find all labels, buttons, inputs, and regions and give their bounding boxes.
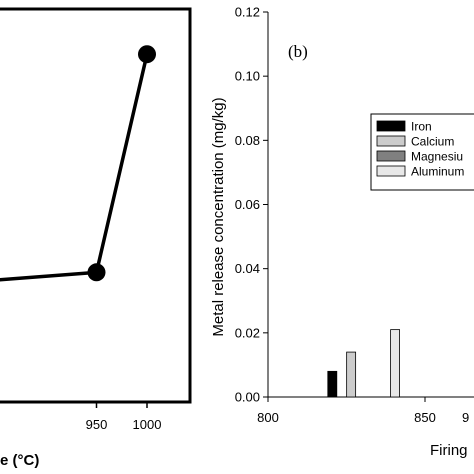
panel-a-frame [0, 7, 192, 404]
panel-b-y-axis-title: Metal release concentration (mg/kg) [210, 97, 227, 336]
panel-a-data-point [87, 263, 106, 282]
panel-a-x-tick-label: 950 [86, 417, 108, 432]
panel-b-x-ticks: 800 850 9 [257, 397, 469, 425]
panel-b-legend-swatch [376, 150, 406, 162]
panel-b-label: (b) [288, 42, 308, 61]
panel-b-legend-swatch [376, 120, 406, 132]
panel-b-x-tick-label: 850 [414, 410, 436, 425]
panel-a-x-axis-title: e (°C) [0, 452, 39, 469]
panel-b-y-tick-label: 0.10 [235, 69, 260, 84]
panel-b-bar-aluminum [390, 329, 401, 398]
panel-b-y-tick-label: 0.00 [235, 390, 260, 405]
panel-b-x-axis-title: Firing [430, 442, 468, 459]
panel-b-axes [267, 12, 474, 398]
panel-b-bar-iron [327, 370, 338, 398]
panel-a-series [0, 45, 156, 282]
panel-b-legend-label: Magnesiu [411, 150, 463, 164]
panel-a-series-line [0, 53, 149, 282]
panel-a-x-ticks: 950 1000 [86, 402, 162, 432]
panel-b-y-tick-label: 0.12 [235, 5, 260, 20]
panel-b-x-tick-label: 9 [462, 410, 469, 425]
panel-a-x-tick-label: 1000 [133, 417, 162, 432]
panel-b-bars [327, 329, 401, 398]
panel-b-legend-swatch [376, 135, 406, 147]
panel-b-bar-calcium [346, 351, 357, 398]
panel-b-legend-swatch [376, 165, 406, 177]
panel-b-y-tick-label: 0.06 [235, 197, 260, 212]
panel-b-legend-label: Calcium [411, 135, 454, 149]
panel-b-y-tick-label: 0.04 [235, 261, 260, 276]
panel-b-x-tick-label: 800 [257, 410, 279, 425]
panel-b-y-ticks: 0.00 0.02 0.04 0.06 0.08 0.10 0.12 [235, 5, 268, 405]
panel-a-data-point [138, 45, 156, 64]
panel-b: 0.00 0.02 0.04 0.06 0.08 0.10 0.12 800 850 9 (b)… [210, 5, 474, 459]
panel-b-legend-label: Aluminum [411, 165, 464, 179]
panel-b-y-tick-label: 0.02 [235, 325, 260, 340]
panel-b-legend-label: Iron [411, 120, 432, 134]
panel-b-y-tick-label: 0.08 [235, 133, 260, 148]
panel-a: 950 1000 e (°C) [0, 7, 192, 469]
